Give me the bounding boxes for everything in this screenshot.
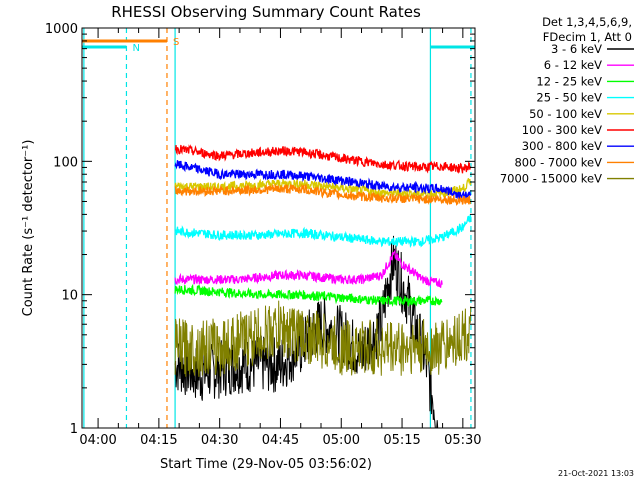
y-tick-label-0: 1 [70,422,78,437]
footer-timestamp: 21-Oct-2021 13:03 [558,469,634,478]
y-tick-label-1: 10 [61,289,78,304]
series-line-4 [174,178,472,200]
flag-S-label: S [173,37,179,48]
legend-entry-0: 3 - 6 keV [551,42,602,56]
legend: Det 1,3,4,5,6,9,FDecim 1, Att 03 - 6 keV… [500,15,634,186]
x-tick-label-4: 05:00 [323,433,360,448]
legend-header-0: Det 1,3,4,5,6,9, [542,15,632,29]
legend-entry-4: 50 - 100 keV [529,107,602,121]
legend-entry-7: 800 - 7000 keV [514,155,602,169]
x-tick-label-1: 04:15 [140,433,177,448]
x-tick-label-6: 05:30 [444,433,481,448]
legend-entry-3: 25 - 50 keV [536,91,602,105]
x-tick-label-2: 04:30 [201,433,238,448]
x-tick-label-3: 04:45 [262,433,299,448]
legend-entry-6: 300 - 800 keV [522,139,602,153]
y-tick-label-3: 1000 [45,22,78,37]
legend-entry-8: 7000 - 15000 keV [500,172,602,186]
legend-header-1: FDecim 1, Att 0 [543,30,632,44]
flag-N-label: N [132,43,139,54]
plot-area: N S 1 10 100 1000 04:00 04:15 04:30 04:45 05:00 05:… [45,22,482,448]
x-axis-label: Start Time (29-Nov-05 03:56:02) [160,457,372,472]
x-tick-label-5: 05:15 [383,433,420,448]
x-tick-label-0: 04:00 [79,433,116,448]
series-line-3 [174,214,472,248]
series-line-8 [174,300,472,377]
series-line-5 [174,144,471,174]
chart-title: RHESSI Observing Summary Count Rates [111,3,421,21]
series-line-6 [174,160,472,203]
series-line-7 [174,183,472,206]
legend-entry-2: 12 - 25 keV [536,74,602,88]
series-line-2 [174,283,443,308]
y-tick-label-2: 100 [53,155,78,170]
legend-entry-1: 6 - 12 keV [544,58,602,72]
series-line-1 [174,249,443,288]
plot-frame [81,27,476,429]
y-axis-label: Count Rate (s⁻¹ detector⁻¹) [21,140,36,317]
legend-entry-5: 100 - 300 keV [522,123,602,137]
